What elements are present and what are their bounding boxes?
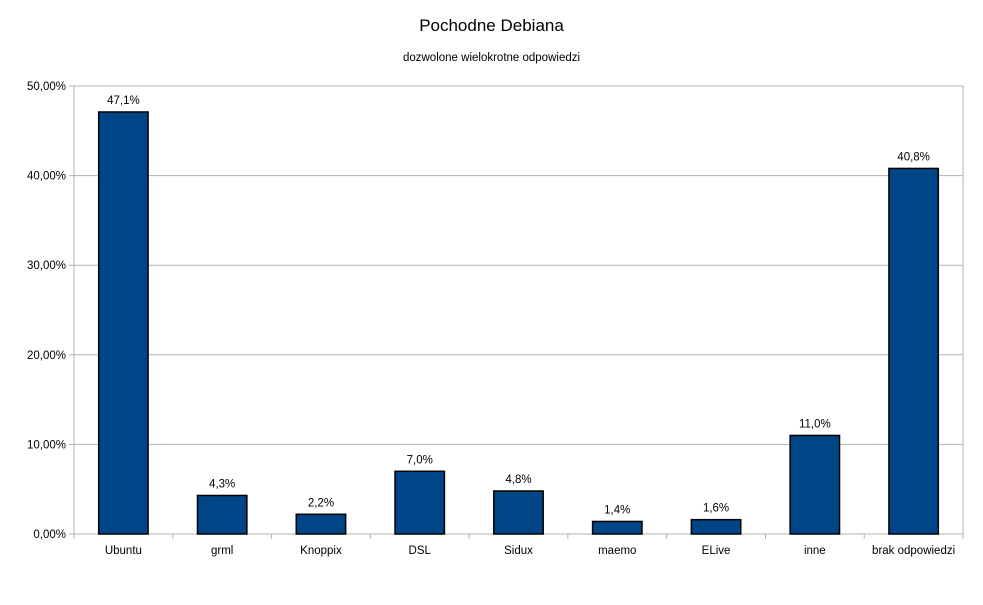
x-tick-label: DSL	[409, 545, 432, 557]
bar	[493, 490, 544, 535]
x-tick-label: grml	[211, 545, 233, 557]
x-tick-label: Ubuntu	[105, 545, 142, 557]
bar-value-label: 1,4%	[604, 504, 630, 516]
bar-value-label: 2,2%	[308, 497, 334, 509]
x-tick-label: inne	[804, 545, 826, 557]
x-tick-label: brak odpowiedzi	[872, 545, 955, 557]
bar	[97, 111, 149, 535]
bar	[394, 470, 446, 535]
x-tick-label: Sidux	[504, 545, 533, 557]
bar	[295, 513, 347, 535]
bar-value-label: 1,6%	[703, 503, 729, 515]
y-tick-label: 0,00%	[33, 529, 66, 541]
bar	[789, 434, 841, 535]
bar	[888, 167, 940, 535]
bar-value-label: 4,3%	[209, 478, 235, 490]
bar-value-label: 47,1%	[107, 95, 140, 107]
chart-subtitle: dozwolone wielokrotne odpowiedzi	[402, 52, 581, 64]
y-tick-label: 40,00%	[27, 171, 66, 183]
bar-value-label: 11,0%	[799, 418, 831, 430]
y-tick-label: 20,00%	[27, 350, 66, 362]
bar	[196, 494, 248, 535]
bar-value-label: 40,8%	[897, 151, 930, 163]
x-tick-label: ELive	[702, 545, 731, 557]
y-tick-label: 10,00%	[27, 439, 66, 451]
bar	[690, 518, 742, 535]
chart-title: Pochodne Debiana	[419, 16, 564, 35]
bar	[591, 520, 643, 535]
bar-value-label: 4,8%	[505, 474, 531, 486]
x-tick-label: maemo	[598, 545, 636, 557]
bar-value-label: 7,0%	[407, 454, 433, 466]
x-tick-label: Knoppix	[300, 545, 342, 557]
y-tick-label: 30,00%	[27, 260, 66, 272]
y-tick-label: 50,00%	[27, 81, 66, 93]
